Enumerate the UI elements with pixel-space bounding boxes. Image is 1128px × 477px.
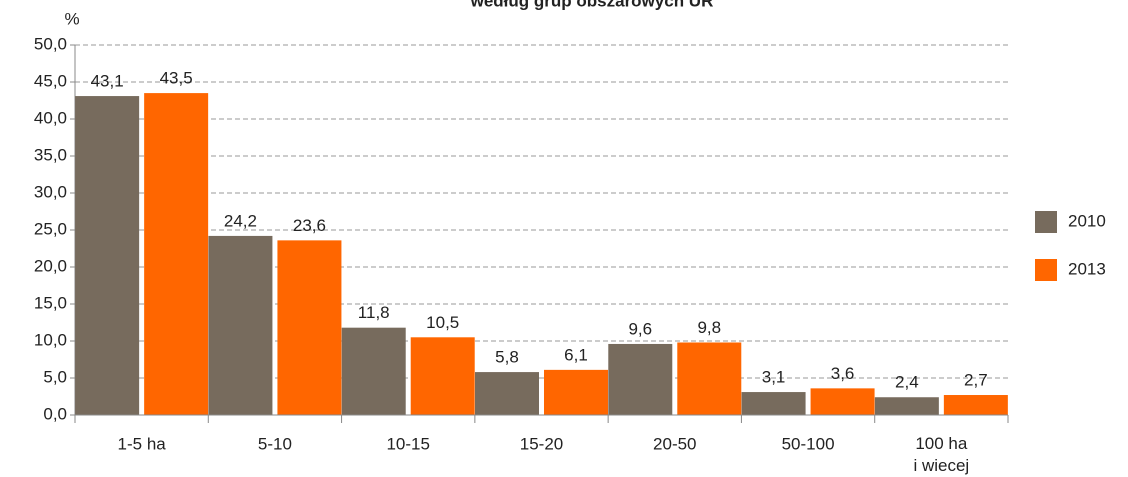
value-label: 24,2 <box>224 211 257 230</box>
value-label: 9,6 <box>628 319 652 338</box>
x-tick-label: 50-100 <box>782 434 835 453</box>
y-tick-label: 35,0 <box>34 145 67 164</box>
x-tick-label: 100 ha i wiecej <box>913 434 969 475</box>
y-tick-label: 30,0 <box>34 182 67 201</box>
bar <box>810 388 875 415</box>
bar <box>677 342 742 415</box>
value-label: 11,8 <box>358 303 390 322</box>
bar <box>544 369 608 415</box>
bar <box>75 96 140 415</box>
x-tick-label: 10-15 <box>386 434 429 453</box>
y-tick-label: 5,0 <box>43 367 67 386</box>
y-tick-label: 45,0 <box>34 71 67 90</box>
bar <box>608 343 673 415</box>
value-label: 6,1 <box>564 345 588 364</box>
value-label: 2,7 <box>964 371 988 390</box>
y-tick-label: 25,0 <box>34 219 67 238</box>
value-label: 10,5 <box>426 313 459 332</box>
y-tick-label: 15,0 <box>34 293 67 312</box>
y-tick-label: 10,0 <box>34 330 67 349</box>
y-tick-label: 50,0 <box>34 34 67 53</box>
bar <box>208 235 273 415</box>
y-tick-label: 40,0 <box>34 108 67 127</box>
bar <box>410 337 475 415</box>
legend-swatch <box>1035 259 1057 281</box>
bar <box>144 93 209 415</box>
legend-label: 2010 <box>1068 211 1106 230</box>
x-tick-label: 20-50 <box>653 434 696 453</box>
bar <box>475 372 539 415</box>
legend-label: 2013 <box>1068 259 1106 278</box>
value-label: 3,1 <box>762 368 786 387</box>
bar <box>741 392 806 415</box>
bar <box>277 240 342 415</box>
value-label: 43,5 <box>160 69 193 88</box>
x-tick-label: 5-10 <box>258 434 292 453</box>
y-axis-label: % <box>64 9 79 28</box>
x-tick-label: 15-20 <box>520 434 563 453</box>
bar <box>341 327 406 415</box>
bar <box>874 397 939 415</box>
value-label: 9,8 <box>697 318 721 337</box>
y-tick-label: 0,0 <box>43 404 67 423</box>
x-tick-label: 1-5 ha <box>118 434 167 453</box>
value-label: 3,6 <box>831 364 855 383</box>
chart-title: według grup obszarowych UR <box>470 0 714 10</box>
bar <box>943 395 1008 415</box>
value-label: 2,4 <box>895 373 919 392</box>
value-label: 5,8 <box>495 348 519 367</box>
value-label: 43,1 <box>91 72 124 91</box>
legend-swatch <box>1035 211 1057 233</box>
y-tick-label: 20,0 <box>34 256 67 275</box>
value-label: 23,6 <box>293 216 326 235</box>
